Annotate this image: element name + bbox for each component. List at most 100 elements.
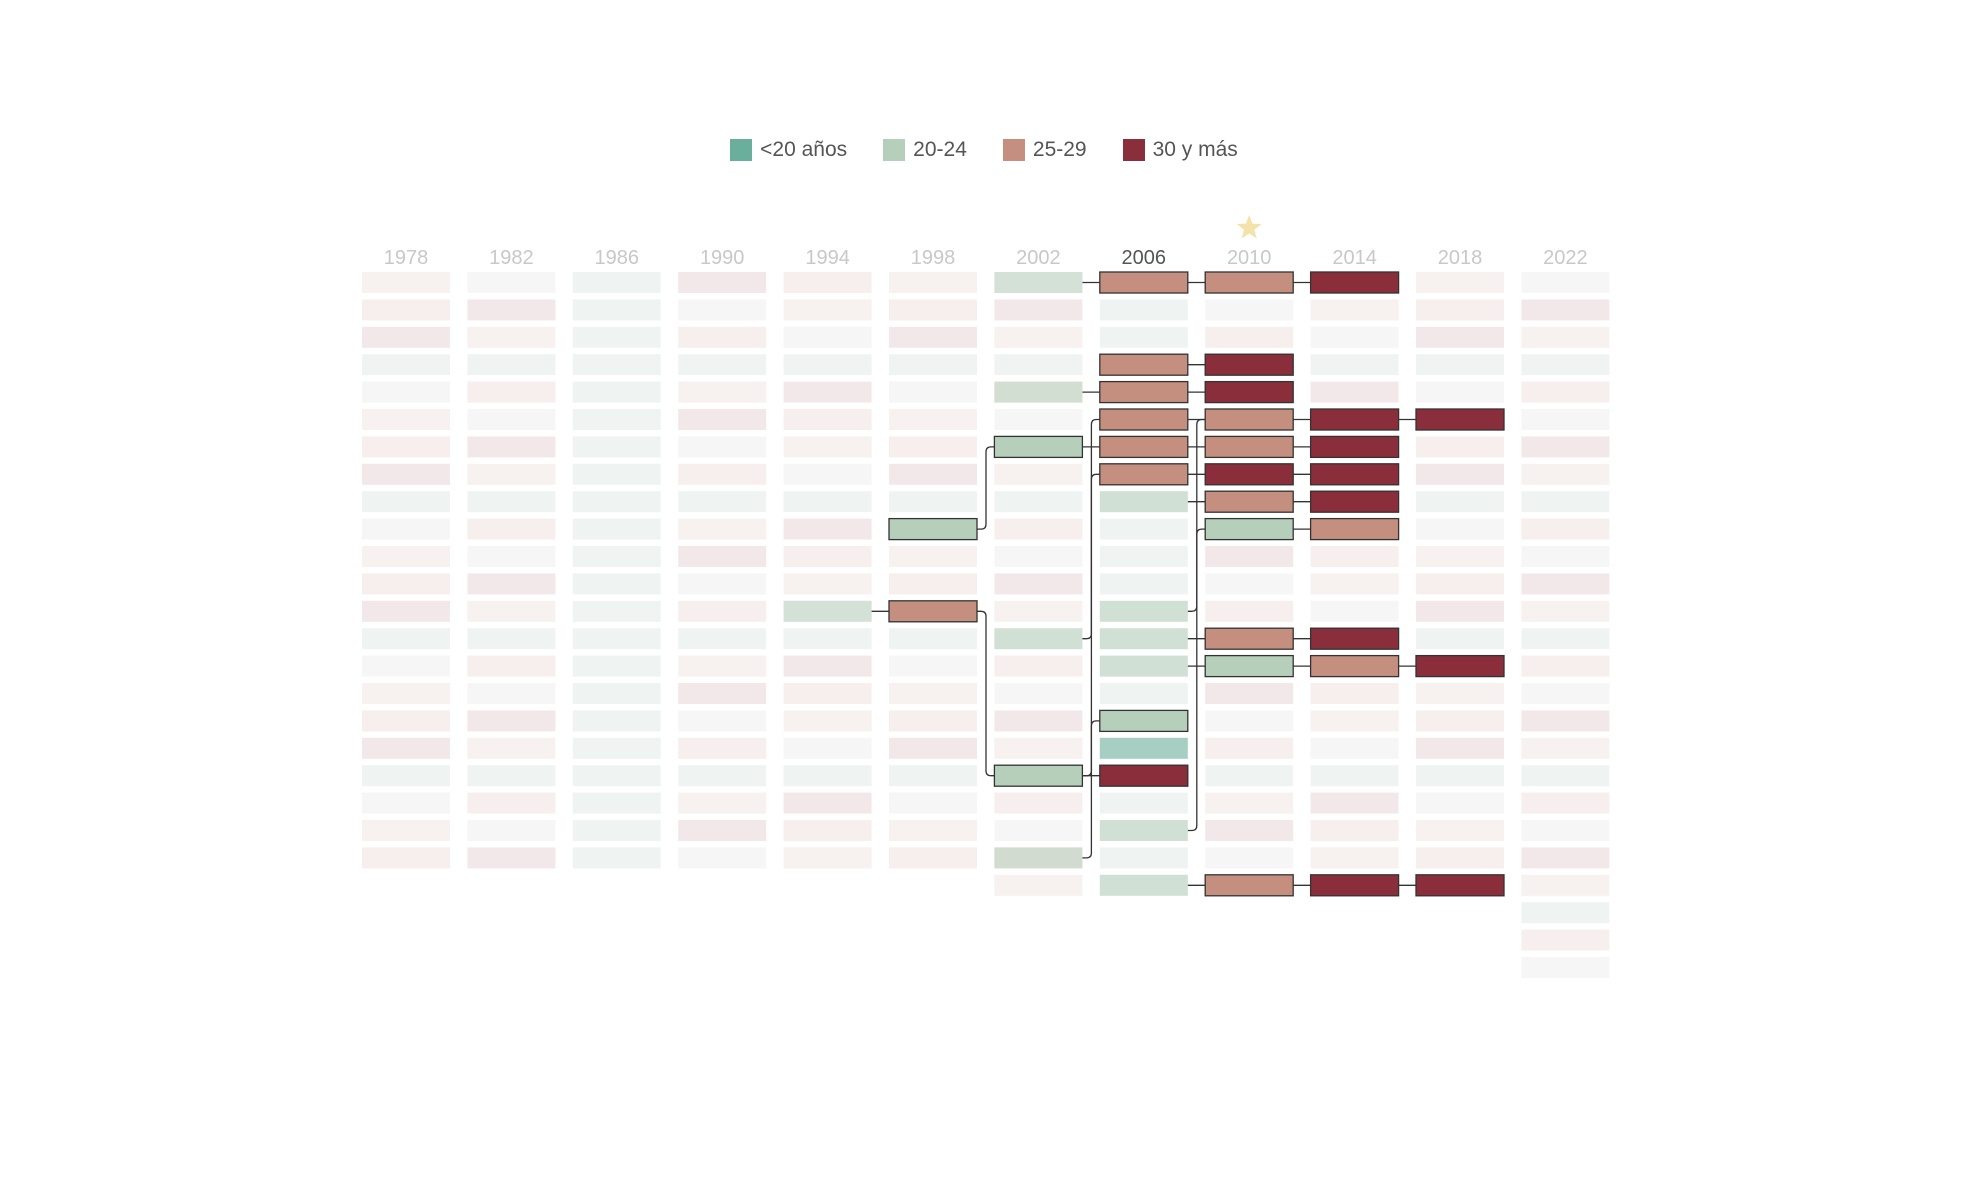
background-cell <box>783 381 872 403</box>
data-cell <box>1204 654 1294 678</box>
background-cell <box>994 491 1083 513</box>
background-cell <box>1521 299 1610 321</box>
background-cell <box>1310 600 1399 622</box>
data-cell <box>1309 654 1400 678</box>
background-cell <box>467 655 556 677</box>
data-cell <box>1204 490 1294 513</box>
background-cell <box>994 326 1083 348</box>
background-cell <box>1521 463 1610 485</box>
background-cell <box>362 299 450 321</box>
year-label: 2006 <box>1122 247 1167 269</box>
background-cell <box>994 683 1083 704</box>
background-cell <box>678 272 767 293</box>
background-cell <box>572 518 661 540</box>
background-cell <box>783 409 872 430</box>
background-cell <box>1521 765 1610 787</box>
background-cell <box>1521 710 1610 732</box>
background-cell <box>783 491 872 513</box>
legend-label-under-20: <20 años <box>760 138 848 161</box>
background-cell <box>678 737 767 759</box>
background-cell <box>678 600 767 622</box>
background-cell <box>1205 573 1294 595</box>
background-cell <box>994 354 1083 376</box>
background-cell <box>1310 326 1399 348</box>
background-cell <box>678 655 767 677</box>
background-cell <box>362 683 450 704</box>
legend-item-25-29: 25-29 <box>1002 138 1087 162</box>
background-cell <box>889 354 977 376</box>
data-cell <box>1099 764 1189 787</box>
background-cell <box>1521 573 1610 595</box>
data-cell <box>1099 491 1188 513</box>
data-cell <box>1099 353 1189 376</box>
background-cell <box>1416 628 1504 650</box>
legend-swatch-30-plus <box>1122 139 1145 161</box>
background-cell <box>1099 518 1188 540</box>
background-cell <box>889 381 977 403</box>
background-cell <box>362 628 450 650</box>
year-label: 1978 <box>384 247 429 269</box>
background-cell <box>994 546 1083 567</box>
background-cell <box>572 820 661 841</box>
data-cell <box>1099 737 1188 759</box>
background-cell <box>1521 792 1610 814</box>
background-cell <box>1205 820 1294 841</box>
background-cell <box>678 381 767 403</box>
background-cell <box>783 765 872 787</box>
background-cell <box>1521 683 1610 704</box>
background-cell <box>678 409 767 430</box>
background-cell <box>1416 354 1504 376</box>
background-cell <box>783 710 872 732</box>
background-cell <box>362 518 450 540</box>
background-cell <box>1521 600 1610 622</box>
background-cell <box>362 737 450 759</box>
year-label: 1990 <box>700 247 745 269</box>
data-cell <box>1099 408 1189 431</box>
background-cell <box>678 847 767 869</box>
background-cell <box>1310 354 1399 376</box>
data-cell <box>1309 874 1400 897</box>
background-cell <box>1310 847 1399 869</box>
background-cell <box>783 546 872 567</box>
background-cell <box>572 600 661 622</box>
legend-label-20-24: 20-24 <box>913 138 967 161</box>
background-cell <box>572 546 661 567</box>
background-cell <box>1205 765 1294 787</box>
data-cell <box>1099 380 1189 404</box>
background-cell <box>1521 381 1610 403</box>
background-cell <box>994 874 1083 896</box>
background-cell <box>1521 518 1610 540</box>
background-cell <box>1416 299 1504 321</box>
background-cell <box>678 683 767 704</box>
background-cell <box>678 573 767 595</box>
data-cell <box>1309 408 1400 431</box>
background-cell <box>572 354 661 376</box>
background-cell <box>678 354 767 376</box>
background-cell <box>1416 436 1504 458</box>
background-cell <box>994 409 1083 430</box>
background-cell <box>1310 299 1399 321</box>
data-cell <box>1099 628 1188 650</box>
year-label: 1998 <box>911 247 956 269</box>
background-cell <box>467 272 556 293</box>
background-cell <box>783 354 872 376</box>
data-cell <box>1309 435 1400 459</box>
background-cell <box>783 792 872 814</box>
background-cell <box>1521 628 1610 650</box>
background-cell <box>467 792 556 814</box>
background-cell <box>1521 546 1610 567</box>
background-cell <box>994 655 1083 677</box>
data-cell <box>1204 435 1294 459</box>
year-label: 2018 <box>1438 247 1483 269</box>
background-cell <box>572 299 661 321</box>
background-cell <box>1205 792 1294 814</box>
background-cell <box>1416 491 1504 513</box>
background-cell <box>1416 600 1504 622</box>
background-cell <box>467 326 556 348</box>
background-cell <box>572 737 661 759</box>
background-cell <box>1416 683 1504 704</box>
data-cell <box>1204 353 1294 376</box>
background-cell <box>362 326 450 348</box>
data-cell <box>888 517 978 541</box>
legend-label-30-plus: 30 y más <box>1152 138 1238 161</box>
